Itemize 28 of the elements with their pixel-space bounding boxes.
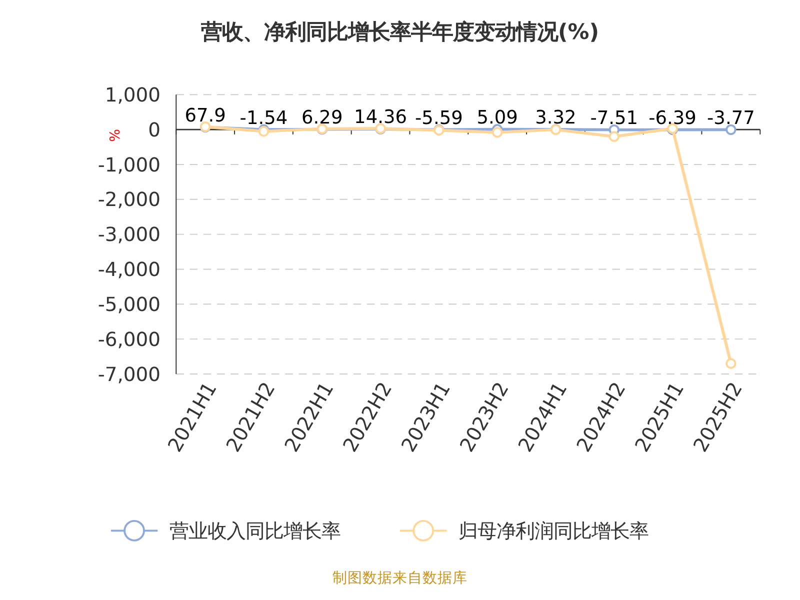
point <box>726 358 736 369</box>
legend-label: 归母净利润同比增长率 <box>458 519 648 542</box>
chart-title: 营收、净利同比增长率半年度变动情况(%) <box>200 20 600 46</box>
data-label: 14.36 <box>354 107 407 128</box>
point <box>726 124 736 136</box>
data-label: 5.09 <box>476 108 518 129</box>
y-tick-label: 1,000 <box>104 83 161 106</box>
y-tick-label: -7,000 <box>98 362 161 386</box>
y-tick-label: -5,000 <box>98 292 161 316</box>
y-tick-label: -3,000 <box>98 223 161 246</box>
text: 制图数据来自数据库 <box>332 569 468 586</box>
y-tick-label: -1,000 <box>98 153 161 176</box>
y-tick-label: -4,000 <box>98 258 161 282</box>
y-axis-title: % <box>108 128 124 142</box>
data-label: -7.51 <box>590 108 638 129</box>
point <box>492 126 503 138</box>
y-tick-label: -6,000 <box>98 328 161 351</box>
legend-label: 营业收入同比增长率 <box>169 519 340 542</box>
data-label: -1.54 <box>240 108 288 129</box>
y-tick-label: 0 <box>148 118 161 142</box>
data-label: -3.77 <box>707 108 755 129</box>
data-label: 67.9 <box>184 105 226 126</box>
data-label: 6.29 <box>302 107 343 128</box>
data-label: -5.59 <box>415 108 463 129</box>
y-tick-label: -2,000 <box>98 188 161 212</box>
point <box>608 131 620 142</box>
data-label: 3.32 <box>535 108 576 129</box>
data-label: -6.39 <box>648 108 696 129</box>
